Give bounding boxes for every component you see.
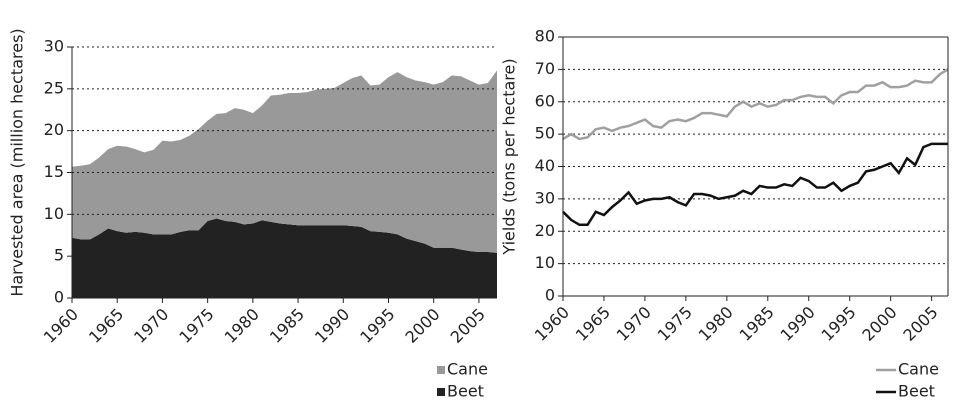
area — [72, 218, 497, 298]
x-tick-label: 1975 — [654, 303, 696, 345]
legend-swatch — [437, 366, 445, 374]
x-tick-label: 1980 — [695, 303, 737, 345]
x-tick-label: 1985 — [266, 305, 308, 347]
y-tick-label: 20 — [535, 221, 555, 240]
x-tick-label: 2000 — [858, 303, 900, 345]
x-tick-label: 1975 — [175, 305, 217, 347]
x-tick-label: 2005 — [447, 305, 489, 347]
x-tick-label: 1995 — [817, 303, 859, 345]
legend-label: Beet — [447, 382, 484, 401]
x-tick-label: 1960 — [531, 303, 573, 345]
y-tick-label: 70 — [535, 59, 555, 78]
y-axis-title: Harvested area (million hectares) — [8, 28, 27, 296]
y-tick-label: 30 — [44, 37, 64, 56]
y-tick-label: 10 — [44, 204, 64, 223]
y-tick-label: 40 — [535, 156, 555, 175]
y-tick-label: 20 — [44, 120, 64, 139]
x-tick-label: 2005 — [899, 303, 941, 345]
legend-label: Beet — [898, 382, 935, 401]
y-tick-label: 15 — [44, 162, 64, 181]
y-tick-label: 80 — [535, 27, 555, 46]
x-tick-label: 1965 — [572, 303, 614, 345]
line — [562, 142, 948, 227]
x-tick-label: 2000 — [401, 305, 443, 347]
x-tick-label: 1985 — [736, 303, 778, 345]
line — [562, 68, 949, 141]
x-tick-label: 1990 — [777, 303, 819, 345]
x-tick-label: 1960 — [40, 305, 82, 347]
x-tick-label: 1970 — [613, 303, 655, 345]
legend-swatch — [437, 388, 445, 396]
y-tick-label: 0 — [545, 286, 555, 305]
x-tick-label: 1990 — [311, 305, 353, 347]
y-tick-label: 60 — [535, 91, 555, 110]
legend-label: Cane — [898, 360, 939, 379]
y-tick-label: 30 — [535, 188, 555, 207]
y-tick-label: 0 — [54, 288, 64, 307]
area — [72, 70, 497, 253]
y-tick-label: 5 — [54, 246, 64, 265]
y-tick-label: 50 — [535, 124, 555, 143]
y-tick-label: 10 — [535, 253, 555, 272]
x-tick-label: 1995 — [356, 305, 398, 347]
y-tick-label: 25 — [44, 78, 64, 97]
x-tick-label: 1970 — [130, 305, 172, 347]
x-tick-label: 1980 — [221, 305, 263, 347]
y-axis-title: Yields (tons per hectare) — [500, 58, 519, 255]
legend-label: Cane — [447, 360, 488, 379]
x-tick-label: 1965 — [85, 305, 127, 347]
